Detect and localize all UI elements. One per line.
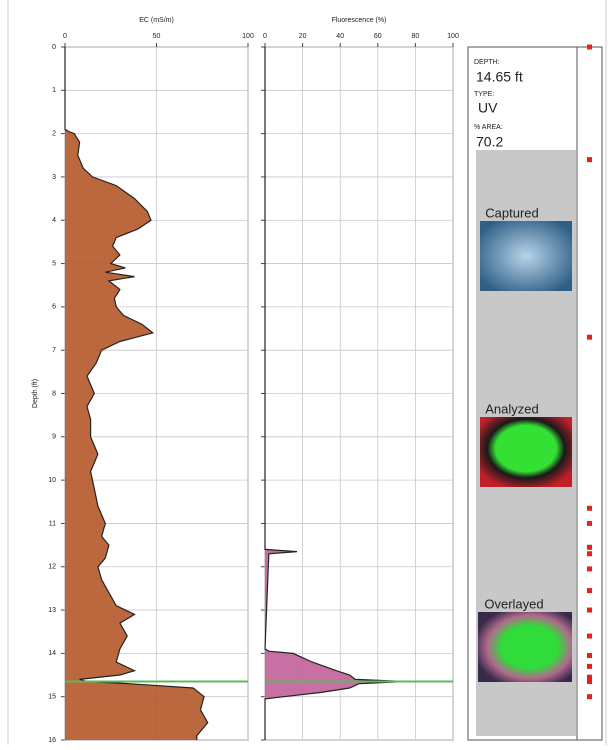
y-tick-label: 0	[52, 44, 56, 51]
marker	[587, 551, 592, 557]
y-tick-label: 1	[52, 87, 56, 94]
area-value: 70.2	[476, 134, 503, 150]
x-tick-label: 0	[63, 33, 67, 40]
y-tick-label: 4	[52, 217, 56, 224]
area-label: % AREA:	[474, 124, 503, 131]
marker	[587, 607, 592, 613]
x-tick-label: 100	[447, 33, 459, 40]
analyzed-image	[480, 417, 572, 487]
area-fill	[265, 47, 406, 740]
marker	[587, 334, 592, 340]
x-tick-label: 100	[242, 33, 254, 40]
marker	[587, 633, 592, 639]
x-tick-label: 20	[299, 33, 307, 40]
x-tick-label: 60	[374, 33, 382, 40]
caption: Analyzed	[485, 401, 538, 416]
marker	[587, 674, 592, 680]
axis-title: EC (mS/m)	[139, 17, 174, 24]
y-tick-label: 6	[52, 304, 56, 311]
y-tick-label: 3	[52, 174, 56, 181]
type-value: UV	[478, 100, 498, 116]
marker	[587, 505, 592, 511]
x-tick-label: 80	[412, 33, 420, 40]
area-line	[264, 47, 407, 740]
y-tick-label: 12	[48, 564, 56, 571]
y-tick-label: 2	[52, 130, 56, 137]
axis-title: Fluorescence (%)	[332, 17, 387, 24]
type-label: TYPE:	[474, 91, 494, 98]
y-tick-label: 13	[48, 607, 56, 614]
area-fill	[65, 47, 208, 740]
y-tick-label: 9	[52, 434, 56, 441]
y-axis-label: Depth (ft)	[32, 379, 39, 408]
y-tick-label: 15	[48, 694, 56, 701]
y-tick-label: 8	[52, 390, 56, 397]
x-tick-label: 0	[263, 33, 267, 40]
depth-value: 14.65 ft	[476, 69, 523, 85]
marker	[587, 566, 592, 572]
y-tick-label: 5	[52, 260, 56, 267]
y-tick-label: 16	[48, 737, 56, 744]
depth-label: DEPTH:	[474, 59, 500, 66]
caption: Overlayed	[484, 596, 543, 611]
x-tick-label: 50	[153, 33, 161, 40]
y-tick-label: 7	[52, 347, 56, 354]
marker	[587, 653, 592, 659]
marker	[587, 157, 592, 163]
y-tick-label: 10	[48, 477, 56, 484]
marker	[587, 544, 592, 550]
x-tick-label: 40	[336, 33, 344, 40]
y-tick-label: 11	[49, 520, 56, 527]
marker	[587, 679, 592, 685]
marker	[587, 694, 592, 700]
area-line	[64, 47, 209, 740]
caption: Captured	[485, 205, 538, 220]
marker	[587, 520, 592, 526]
marker	[587, 44, 592, 50]
overlayed-image	[478, 612, 572, 682]
y-tick-label: 14	[48, 650, 56, 657]
captured-image	[480, 221, 572, 291]
marker	[587, 588, 592, 594]
marker	[587, 663, 592, 669]
